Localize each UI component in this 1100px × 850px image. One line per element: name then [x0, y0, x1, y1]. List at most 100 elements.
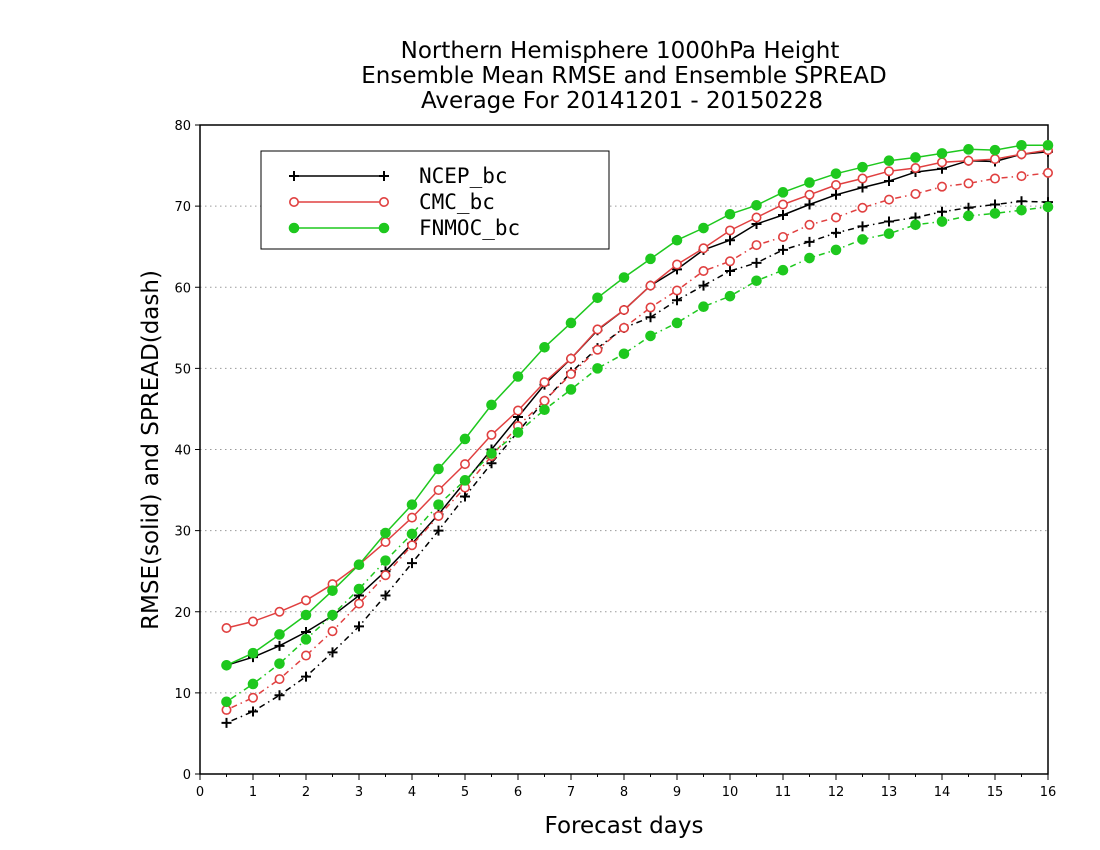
- ncep-bc-rmse-point: [857, 182, 868, 193]
- fnmoc-bc-spread-point: [724, 290, 736, 302]
- fnmoc-bc-rmse-point: [751, 200, 762, 211]
- cmc-bc-spread-point: [963, 178, 974, 189]
- x-tick-label: 13: [881, 785, 898, 800]
- cmc-bc-spread-point: [380, 570, 391, 581]
- cmc-bc-spread-point: [1043, 167, 1054, 178]
- cmc-bc-rmse-point: [1016, 149, 1027, 160]
- cmc-bc-spread-point: [989, 173, 1000, 184]
- cmc-bc-spread-point: [751, 240, 762, 251]
- x-tick-label: 3: [355, 785, 363, 800]
- ncep-bc-spread-point: [274, 690, 285, 701]
- cmc-bc-rmse-point: [830, 180, 841, 191]
- cmc-bc-rmse-point: [618, 304, 629, 315]
- cmc-bc-spread-point: [936, 181, 947, 192]
- ncep-bc-spread-point: [248, 706, 258, 717]
- x-axis-label: Forecast days: [545, 813, 704, 839]
- legend-label: CMC_bc: [419, 190, 495, 214]
- cmc-bc-spread-line: [226, 172, 1049, 711]
- fnmoc-bc-spread-point: [804, 252, 815, 264]
- legend-marker: [378, 197, 389, 208]
- ncep-bc-spread-point: [990, 199, 1000, 210]
- ncep-bc-spread-point: [831, 227, 841, 238]
- y-tick-label: 70: [174, 200, 191, 215]
- ncep-bc-spread-point: [937, 206, 947, 217]
- fnmoc-bc-rmse-point: [989, 144, 1001, 156]
- x-tick-label: 1: [249, 785, 257, 800]
- cmc-bc-rmse-point: [883, 166, 894, 177]
- fnmoc-bc-rmse-point: [1042, 139, 1054, 151]
- plot-frame: [199, 124, 1049, 775]
- fnmoc-bc-rmse-point: [618, 272, 630, 283]
- fnmoc-bc-spread-point: [539, 404, 550, 416]
- ncep-bc-spread-point: [327, 647, 338, 658]
- ncep-bc-spread-point: [460, 491, 470, 502]
- cmc-bc-spread-point: [698, 266, 709, 277]
- fnmoc-bc-rmse-point: [300, 609, 312, 621]
- cmc-bc-spread-point: [565, 369, 576, 380]
- fnmoc-bc-rmse-point: [221, 659, 232, 671]
- x-tick-label: 11: [775, 785, 792, 800]
- ncep-bc-spread-point: [354, 621, 364, 632]
- fnmoc-bc-rmse-point: [857, 161, 868, 173]
- cmc-bc-spread-point: [671, 285, 682, 296]
- ncep-bc-spread-point: [433, 525, 444, 536]
- fnmoc-bc-spread-line: [226, 206, 1049, 703]
- series-cmc-bc: [221, 145, 1054, 715]
- fnmoc-bc-rmse-point: [645, 253, 656, 265]
- cmc-bc-spread-point: [274, 674, 285, 685]
- fnmoc-bc-spread-point: [936, 216, 948, 227]
- fnmoc-bc-spread-point: [486, 448, 497, 459]
- fnmoc-bc-spread-point: [300, 634, 312, 645]
- cmc-bc-spread-point: [724, 256, 735, 267]
- ncep-bc-rmse-point: [778, 210, 788, 221]
- legend-marker: [289, 171, 299, 181]
- x-tick-label: 2: [302, 785, 310, 800]
- ncep-bc-spread-point: [1016, 196, 1027, 207]
- ncep-bc-spread-line: [226, 200, 1049, 724]
- cmc-bc-rmse-point: [459, 459, 470, 470]
- ncep-bc-spread-point: [778, 244, 788, 255]
- fnmoc-bc-spread-point: [989, 208, 1001, 219]
- legend-marker: [379, 171, 389, 181]
- fnmoc-bc-spread-point: [830, 244, 842, 256]
- cmc-bc-rmse-point: [248, 616, 259, 627]
- y-tick-label: 20: [174, 606, 191, 621]
- ncep-bc-spread-point: [804, 236, 815, 247]
- fnmoc-bc-rmse-point: [724, 208, 736, 220]
- fnmoc-bc-rmse-point: [671, 234, 683, 246]
- fnmoc-bc-spread-point: [963, 210, 974, 222]
- y-axis-label: RMSE(solid) and SPREAD(dash): [138, 270, 164, 630]
- fnmoc-bc-rmse-point: [406, 499, 418, 510]
- ncep-bc-spread-point: [884, 216, 894, 227]
- fnmoc-bc-spread-point: [380, 555, 391, 566]
- x-tick-label: 8: [620, 785, 628, 800]
- cmc-bc-spread-point: [830, 212, 841, 223]
- ncep-bc-spread-point: [751, 257, 762, 268]
- ncep-bc-rmse-point: [725, 235, 735, 246]
- y-tick-label: 50: [174, 362, 191, 377]
- fnmoc-bc-rmse-point: [963, 144, 974, 155]
- fnmoc-bc-rmse-point: [565, 317, 577, 329]
- cmc-bc-rmse-point: [592, 324, 603, 335]
- x-tick-label: 7: [567, 785, 575, 800]
- x-tick-label: 0: [196, 785, 204, 800]
- fnmoc-bc-spread-point: [327, 609, 338, 621]
- fnmoc-bc-rmse-point: [830, 168, 842, 179]
- cmc-bc-spread-point: [777, 231, 788, 242]
- fnmoc-bc-rmse-point: [247, 647, 259, 659]
- x-tick-label: 15: [987, 785, 1004, 800]
- fnmoc-bc-rmse-point: [1016, 139, 1027, 151]
- fnmoc-bc-spread-point: [645, 330, 656, 342]
- title-line-2: Ensemble Mean RMSE and Ensemble SPREAD: [361, 63, 886, 89]
- cmc-bc-spread-point: [804, 219, 815, 230]
- ncep-bc-spread-point: [857, 221, 868, 232]
- title-line-1: Northern Hemisphere 1000hPa Height: [401, 38, 840, 64]
- x-tick-label: 6: [514, 785, 522, 800]
- chart-title: Northern Hemisphere 1000hPa Height Ensem…: [361, 38, 886, 114]
- legend-marker: [288, 222, 300, 234]
- fnmoc-bc-spread-point: [857, 234, 868, 245]
